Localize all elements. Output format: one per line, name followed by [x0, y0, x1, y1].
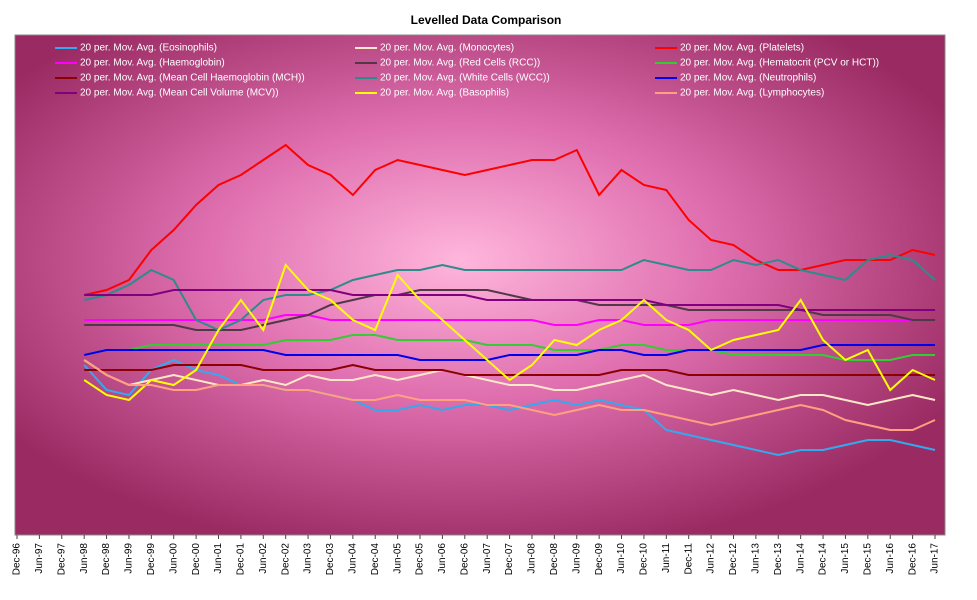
legend-label: 20 per. Mov. Avg. (Mean Cell Haemoglobin… [80, 73, 305, 84]
x-tick-label: Jun-99 [124, 543, 135, 574]
x-tick-label: Dec-13 [773, 543, 784, 576]
x-tick-label: Dec-16 [907, 543, 918, 576]
x-tick-label: Jun-05 [392, 543, 403, 574]
series-line [83, 253, 936, 332]
x-tick-label: Dec-99 [146, 543, 157, 576]
legend-label: 20 per. Mov. Avg. (Eosinophils) [80, 43, 217, 54]
x-tick-label: Dec-14 [818, 543, 829, 576]
legend-label: 20 per. Mov. Avg. (Mean Cell Volume (MCV… [80, 88, 279, 99]
x-tick-label: Dec-09 [594, 543, 605, 576]
legend-label: 20 per. Mov. Avg. (Hematocrit (PCV or HC… [680, 58, 879, 69]
series-line [83, 143, 936, 296]
series-line [83, 358, 936, 457]
x-tick-label: Jun-17 [930, 543, 941, 574]
x-tick-label: Jun-98 [79, 543, 90, 574]
legend-label: 20 per. Mov. Avg. (Haemoglobin) [80, 58, 225, 69]
legend-label: 20 per. Mov. Avg. (Neutrophils) [680, 73, 816, 84]
legend-label: 20 per. Mov. Avg. (Lymphocytes) [680, 88, 824, 99]
x-tick-label: Dec-03 [325, 543, 336, 576]
legend-label: 20 per. Mov. Avg. (Platelets) [680, 43, 804, 54]
x-tick-label: Dec-01 [236, 543, 247, 576]
x-tick-label: Dec-08 [549, 543, 560, 576]
x-tick-label: Jun-14 [795, 543, 806, 574]
x-tick-label: Jun-04 [347, 543, 358, 574]
series-line [83, 359, 936, 431]
x-tick-label: Jun-06 [437, 543, 448, 574]
x-tick-label: Jun-12 [706, 543, 717, 574]
x-tick-label: Dec-96 [12, 543, 23, 576]
x-tick-label: Jun-16 [885, 543, 896, 574]
x-tick-label: Dec-05 [415, 543, 426, 576]
x-tick-label: Jun-03 [303, 543, 314, 574]
x-tick-label: Jun-13 [751, 543, 762, 574]
x-tick-label: Jun-15 [840, 543, 851, 574]
x-tick-label: Dec-97 [56, 543, 67, 576]
x-tick-label: Dec-02 [280, 543, 291, 576]
x-tick-label: Dec-15 [862, 543, 873, 576]
x-tick-label: Dec-11 [683, 543, 694, 575]
legend-label: 20 per. Mov. Avg. (Monocytes) [380, 43, 514, 54]
series-line [83, 334, 935, 361]
x-tick-label: Dec-10 [639, 543, 650, 576]
x-tick-label: Jun-02 [258, 543, 269, 574]
x-tick-label: Jun-10 [616, 543, 627, 574]
x-tick-label: Dec-12 [728, 543, 739, 576]
x-tick-label: Jun-01 [213, 543, 224, 574]
x-tick-label: Jun-11 [661, 543, 672, 573]
x-tick-label: Dec-04 [370, 543, 381, 576]
x-tick-label: Dec-07 [504, 543, 515, 576]
legend-label: 20 per. Mov. Avg. (Basophils) [380, 88, 509, 99]
x-tick-label: Dec-98 [101, 543, 112, 576]
chart-title: Levelled Data Comparison [411, 13, 562, 27]
x-tick-label: Jun-00 [168, 543, 179, 574]
plot-area [14, 34, 946, 536]
legend-label: 20 per. Mov. Avg. (White Cells (WCC)) [380, 73, 550, 84]
x-tick-label: Jun-09 [571, 543, 582, 574]
x-tick-label: Dec-06 [459, 543, 470, 576]
x-tick-label: Jun-08 [527, 543, 538, 574]
series-line [84, 363, 935, 376]
series-line [83, 263, 936, 402]
series-line [83, 344, 935, 361]
x-tick-label: Jun-07 [482, 543, 493, 574]
x-tick-label: Dec-00 [191, 543, 202, 576]
legend-label: 20 per. Mov. Avg. (Red Cells (RCC)) [380, 58, 540, 69]
x-tick-label: Jun-97 [34, 543, 45, 574]
